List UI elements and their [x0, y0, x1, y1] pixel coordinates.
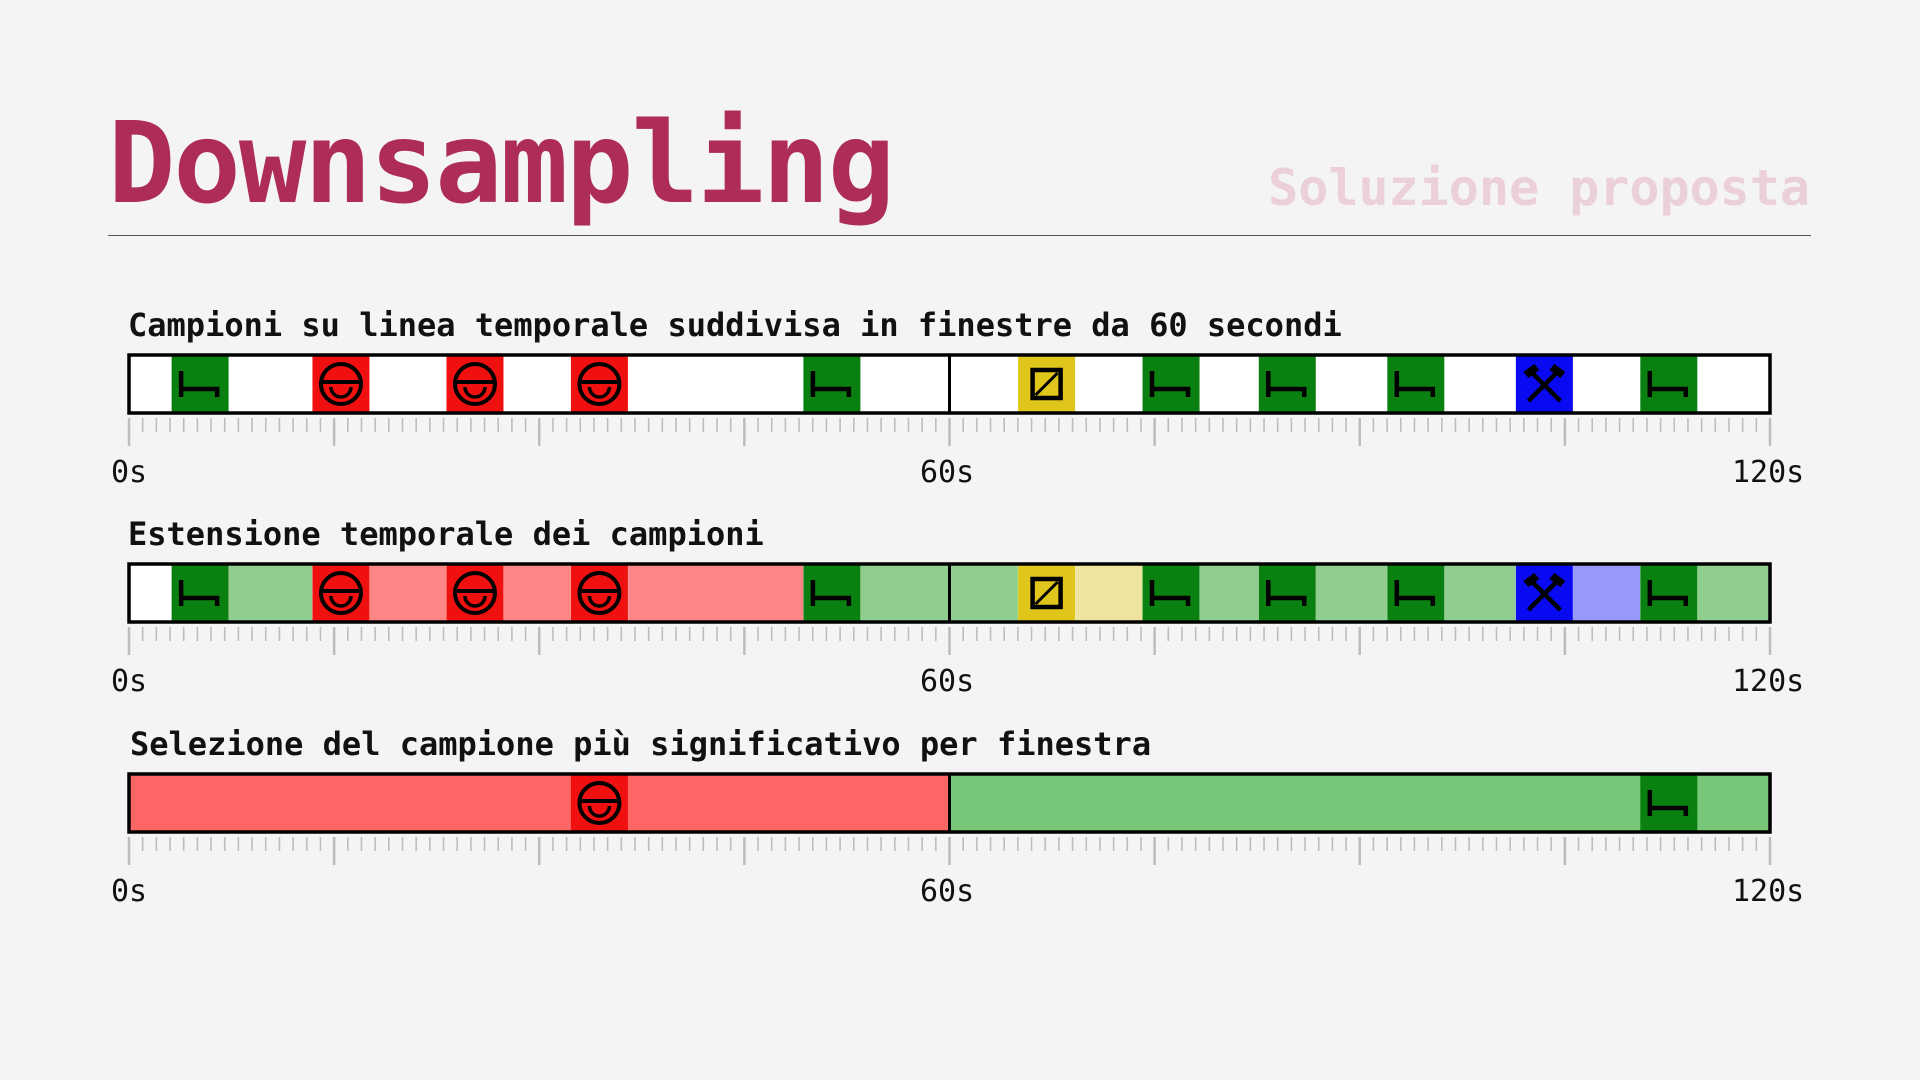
no-entry-icon [446, 355, 504, 413]
sample-extension [228, 564, 313, 622]
timeline-2 [127, 562, 1772, 655]
timeline-3-title: Selezione del campione più significativo… [130, 725, 1152, 763]
sample-extension [1315, 564, 1388, 622]
timeline-2-label-end: 120s [1732, 664, 1805, 699]
timeline-3-label-start: 0s [111, 874, 148, 909]
sample-extension [1199, 564, 1259, 622]
bed-icon [171, 355, 229, 413]
title-divider [108, 235, 1811, 236]
sample-extension [949, 774, 1770, 832]
bed-icon [1258, 564, 1316, 622]
timeline-2-label-start: 0s [111, 664, 148, 699]
bed-icon [1142, 355, 1200, 413]
timeline-1-label-mid: 60s [920, 455, 975, 490]
bed-icon [1258, 355, 1316, 413]
no-entry-icon [312, 355, 370, 413]
slashed-square-icon [1018, 355, 1076, 413]
bed-icon [1640, 774, 1698, 832]
timeline-outline [127, 772, 1772, 834]
no-entry-icon [570, 355, 628, 413]
timeline-3-label-mid: 60s [920, 874, 975, 909]
hammer-pick-icon [1515, 355, 1573, 413]
timeline-2-label-mid: 60s [920, 664, 975, 699]
no-entry-icon [570, 564, 628, 622]
sample-extension [369, 564, 447, 622]
sample-extension [860, 564, 950, 622]
bed-icon [171, 564, 229, 622]
sample-extension [129, 774, 950, 832]
timeline-2-title: Estensione temporale dei campioni [128, 515, 764, 553]
hammer-pick-icon [1515, 564, 1573, 622]
axis-ticks [127, 627, 1772, 655]
bed-icon [1640, 564, 1698, 622]
slashed-square-icon [1018, 564, 1076, 622]
timeline-1-label-start: 0s [111, 455, 148, 490]
bed-icon [803, 355, 861, 413]
bed-icon [1640, 355, 1698, 413]
no-entry-icon [570, 774, 628, 832]
slide-title: Downsampling [108, 99, 895, 229]
sample-extension [949, 564, 1018, 622]
timeline-outline [127, 353, 1772, 415]
timeline-1-title: Campioni su linea temporale suddivisa in… [128, 306, 1342, 344]
no-entry-icon [446, 564, 504, 622]
timeline-3-label-end: 120s [1732, 874, 1805, 909]
timeline-1 [127, 353, 1772, 446]
slide-subtitle: Soluzione proposta [1268, 159, 1810, 217]
sample-extension [1697, 564, 1770, 622]
bed-icon [1387, 564, 1445, 622]
sample-extension [628, 564, 804, 622]
axis-ticks [127, 837, 1772, 865]
timeline-3 [127, 772, 1772, 865]
bed-icon [803, 564, 861, 622]
bed-icon [1142, 564, 1200, 622]
timeline-1-label-end: 120s [1732, 455, 1805, 490]
no-entry-icon [312, 564, 370, 622]
sample-extension [1444, 564, 1516, 622]
axis-ticks [127, 418, 1772, 446]
sample-extension [503, 564, 571, 622]
sample-extension [1075, 564, 1143, 622]
timeline-outline [127, 562, 1772, 624]
sample-extension [1573, 564, 1641, 622]
bed-icon [1387, 355, 1445, 413]
